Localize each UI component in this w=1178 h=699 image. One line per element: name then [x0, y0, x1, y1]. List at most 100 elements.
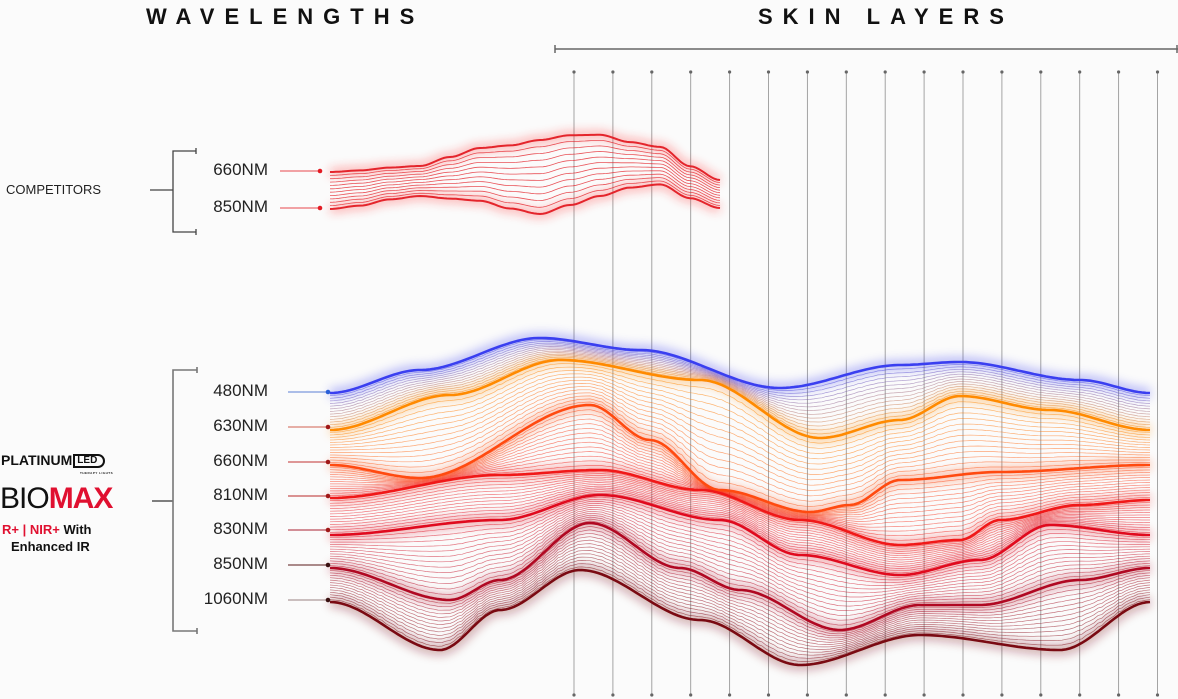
skin-layer-line: [611, 70, 615, 697]
blend-wave-line: [329, 376, 1151, 465]
product-wavelength-label: 660NM: [213, 451, 268, 470]
blend-wave-line: [329, 379, 1151, 470]
blend-wave-line: [330, 498, 1150, 581]
product-name-suffix: MAX: [48, 482, 114, 515]
blend-wave-line: [329, 543, 1151, 643]
competitor-wave-line: [329, 173, 721, 201]
skin-layer-line: [844, 70, 848, 697]
blend-wave-line: [329, 536, 1151, 639]
brand-subtitle: THERAPY LIGHTS: [80, 471, 114, 475]
blend-wave-line: [330, 487, 1150, 567]
blend-wave-line: [329, 398, 1150, 502]
competitor-wave-line: [330, 145, 721, 186]
competitor-wavelength-label: 660NM: [213, 160, 268, 179]
product-wavelength-marker: [288, 597, 331, 603]
competitor-wave-line: [330, 133, 721, 181]
product-wavelength-marker: [288, 562, 331, 568]
competitor-wave-line: [329, 166, 721, 196]
product-tagline-line2: Enhanced IR: [11, 539, 90, 554]
blend-wave-line: [329, 473, 1151, 550]
product-wavelength-label: 630NM: [213, 416, 268, 435]
blend-wave-line: [329, 395, 1150, 497]
led-badge: LED: [73, 454, 106, 468]
blend-wave-line: [329, 503, 1150, 586]
competitor-wave-line: [329, 183, 721, 216]
skin-layer-line: [1155, 70, 1160, 697]
blend-wave-line: [329, 560, 1151, 656]
blend-wave-line: [330, 471, 1151, 548]
blend-wave-line: [329, 423, 1151, 515]
blend-wave-line: [329, 556, 1151, 653]
product-wave-line: [329, 568, 1151, 667]
product-wavelength-marker: [288, 527, 331, 533]
blend-wave-line: [330, 501, 1151, 584]
product-wavelength-label: 480NM: [213, 381, 268, 400]
competitor-wave-line: [329, 177, 721, 204]
product-wave-line: [330, 493, 1150, 577]
skin-layer-line: [650, 70, 654, 697]
blend-wave-line: [329, 350, 1151, 415]
blend-wave-line: [330, 491, 1151, 572]
blend-wave-line: [329, 432, 1151, 518]
blend-wave-line: [329, 553, 1151, 650]
competitor-wave-line: [329, 180, 721, 208]
blend-wave-line: [330, 437, 1151, 520]
blend-wave-line: [329, 485, 1150, 565]
blend-wave-line: [329, 512, 1151, 607]
tagline-with: With: [59, 522, 92, 537]
competitor-wave-line: [329, 156, 721, 191]
blend-wave-line: [329, 509, 1151, 598]
skin-layer-line: [922, 70, 926, 697]
product-wavelength-label: 850NM: [213, 554, 268, 573]
blend-wave-line: [329, 520, 1151, 626]
blend-wave-line: [329, 516, 1151, 616]
skin-layers-heading: SKIN LAYERS: [758, 4, 1014, 29]
blend-wave-line: [330, 446, 1151, 525]
product-wave-line: [330, 468, 1150, 547]
blend-wave-line: [329, 539, 1151, 641]
tagline-wavelengths: R+ | NIR+: [2, 522, 60, 537]
blend-wave-line: [329, 480, 1150, 559]
competitor-wavelength-marker: [280, 205, 323, 211]
product-wave-line: [329, 358, 1151, 440]
blend-wave-line: [330, 389, 1151, 486]
product-wavelength-label: 830NM: [213, 519, 268, 538]
brand-name: PLATINUM: [1, 452, 73, 468]
blend-wave-line: [329, 510, 1150, 602]
product-wavelength-label: 1060NM: [203, 589, 268, 608]
skin-layer-line: [1039, 70, 1043, 697]
product-name-prefix: BIO: [0, 482, 50, 515]
blend-wave-line: [329, 366, 1151, 449]
blend-wave-line: [329, 353, 1151, 423]
blend-wave-line: [330, 475, 1151, 552]
blend-wave-line: [329, 346, 1151, 407]
blend-wave-line: [329, 496, 1151, 578]
product-wavelength-marker: [288, 493, 331, 499]
competitors-label: COMPETITORS: [6, 182, 102, 197]
blend-wave-line: [330, 383, 1151, 475]
competitors-bracket: [150, 148, 197, 235]
product-wave-line: [329, 403, 1150, 514]
blend-wave-line: [329, 347, 1151, 410]
blend-wave-line: [329, 342, 1151, 402]
blend-wave-line: [329, 507, 1151, 594]
blend-wave-line: [329, 363, 1151, 444]
blend-wave-line: [330, 392, 1150, 491]
product-wavelength-marker: [288, 424, 331, 430]
competitor-wave-line: [329, 140, 721, 183]
product-name: BIOMAX: [0, 482, 114, 516]
product-wavelength-marker: [288, 459, 331, 465]
blend-wave-line: [329, 356, 1151, 431]
blend-wave-line: [329, 355, 1151, 427]
blend-wave-line: [329, 489, 1151, 569]
blend-wave-line: [329, 427, 1151, 516]
blend-wave-line: [329, 344, 1151, 404]
blend-wave-line: [329, 514, 1151, 612]
blend-wave-line: [330, 386, 1151, 481]
competitor-wavelength-marker: [280, 168, 323, 174]
blend-wave-line: [329, 478, 1150, 557]
blend-wave-line: [329, 401, 1150, 507]
blend-wave-line: [329, 532, 1151, 637]
blend-wave-line: [329, 546, 1151, 645]
